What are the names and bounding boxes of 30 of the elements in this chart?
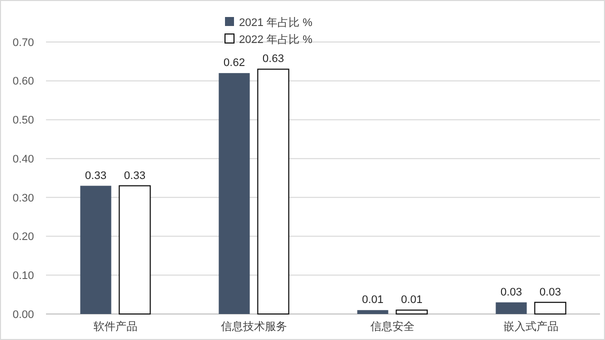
data-label: 0.01: [362, 294, 384, 306]
y-tick-label: 0.40: [12, 153, 34, 166]
bar: [257, 68, 290, 314]
legend-label: 2021 年占比 %: [239, 16, 313, 29]
bar: [396, 310, 428, 314]
bar: [80, 186, 112, 314]
bar: [118, 185, 151, 314]
x-tick-label: 信息安全: [370, 320, 414, 333]
x-tick-label: 软件产品: [93, 320, 138, 333]
y-tick-label: 0.00: [12, 308, 34, 321]
data-label: 0.01: [401, 294, 422, 306]
y-tick-label: 0.60: [12, 76, 34, 88]
y-tick-label: 0.30: [12, 192, 34, 204]
bar: [218, 73, 250, 314]
y-tick-label: 0.10: [12, 270, 34, 282]
bar: [496, 302, 527, 314]
y-tick-label: 0.20: [12, 231, 34, 244]
y-tick-label: 0.50: [12, 114, 34, 127]
data-label: 0.63: [262, 53, 284, 66]
bar: [357, 310, 388, 314]
y-tick-label: 0.70: [12, 36, 34, 49]
legend-label: 2022 年占比 %: [239, 32, 313, 46]
bar: [534, 302, 566, 314]
data-label: 0.62: [224, 57, 245, 70]
data-label: 0.33: [85, 170, 106, 182]
data-label: 0.03: [500, 286, 522, 298]
x-tick-label: 嵌入式产品: [503, 320, 558, 333]
data-label: 0.33: [124, 170, 146, 182]
x-tick-label: 信息技术服务: [220, 320, 287, 333]
data-label: 0.03: [540, 286, 561, 298]
